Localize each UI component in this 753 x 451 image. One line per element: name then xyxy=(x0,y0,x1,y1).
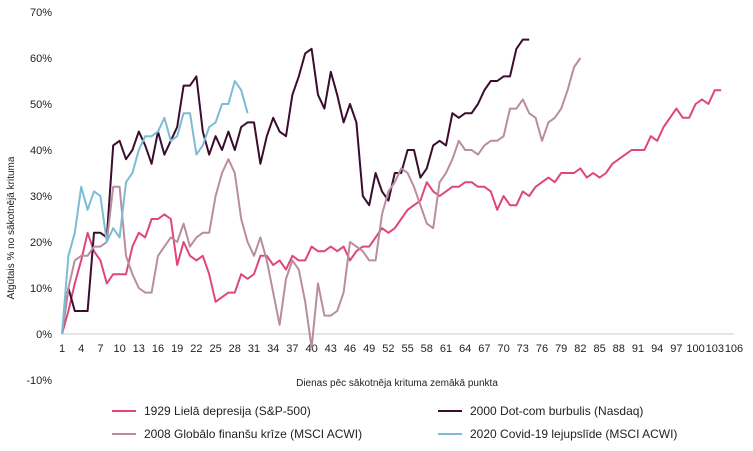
x-tick-label: 79 xyxy=(555,343,567,355)
y-tick-label: 50% xyxy=(30,99,52,111)
x-tick-label: 82 xyxy=(574,343,586,355)
y-tick-label: 40% xyxy=(30,145,52,157)
y-tick-label: 70% xyxy=(30,7,52,19)
x-tick-label: 4 xyxy=(78,343,84,355)
y-tick-label: 0% xyxy=(36,329,52,341)
series-line-1 xyxy=(61,89,722,335)
x-tick-label: 46 xyxy=(344,343,356,355)
series-lines xyxy=(61,38,722,349)
y-axis-title: Atgūtais % no sākotnējā krituma xyxy=(6,156,17,299)
x-tick-label: 31 xyxy=(248,343,260,355)
x-tick-label: 67 xyxy=(478,343,490,355)
x-axis-title: Dienas pēc sākotnēja krituma zemākā punk… xyxy=(296,378,498,389)
y-tick-label: 30% xyxy=(30,191,52,203)
x-tick-label: 19 xyxy=(171,343,183,355)
x-tick-label: 76 xyxy=(536,343,548,355)
x-tick-label: 58 xyxy=(421,343,433,355)
x-tick-label: 1 xyxy=(59,343,65,355)
x-tick-label: 37 xyxy=(286,343,298,355)
x-tick-label: 16 xyxy=(152,343,164,355)
x-tick-label: 43 xyxy=(325,343,337,355)
y-tick-label: 10% xyxy=(30,283,52,295)
series-line-3 xyxy=(61,57,582,349)
y-tick-label: 60% xyxy=(30,53,52,65)
y-axis-ticks: -10% 0% 10% 20% 30% 40% 50% 60% 70% xyxy=(26,7,52,387)
x-tick-label: 22 xyxy=(190,343,202,355)
x-tick-label: 34 xyxy=(267,343,279,355)
x-tick-label: 64 xyxy=(459,343,471,355)
x-tick-label: 55 xyxy=(401,343,413,355)
x-tick-label: 106 xyxy=(725,343,743,355)
x-tick-label: 88 xyxy=(613,343,625,355)
series-line-2 xyxy=(61,38,530,335)
x-tick-label: 85 xyxy=(593,343,605,355)
x-tick-label: 61 xyxy=(440,343,452,355)
x-tick-label: 7 xyxy=(97,343,103,355)
x-tick-label: 100 xyxy=(686,343,704,355)
x-tick-label: 73 xyxy=(517,343,529,355)
x-tick-label: 52 xyxy=(382,343,394,355)
x-tick-label: 94 xyxy=(651,343,663,355)
x-tick-label: 91 xyxy=(632,343,644,355)
y-tick-label: 20% xyxy=(30,237,52,249)
x-tick-label: 49 xyxy=(363,343,375,355)
x-tick-label: 40 xyxy=(305,343,317,355)
x-tick-label: 10 xyxy=(113,343,125,355)
series-line-4 xyxy=(61,80,249,335)
y-tick-label: -10% xyxy=(26,375,52,387)
x-tick-label: 97 xyxy=(670,343,682,355)
x-tick-label: 13 xyxy=(133,343,145,355)
x-tick-label: 28 xyxy=(229,343,241,355)
x-axis-ticks: 1 4 7 10 13 16 19 22 25 28 31 34 37 40 43 46 49 52 55 58 61 6… xyxy=(59,343,743,355)
x-tick-label: 25 xyxy=(209,343,221,355)
x-tick-label: 103 xyxy=(706,343,724,355)
x-tick-label: 70 xyxy=(497,343,509,355)
